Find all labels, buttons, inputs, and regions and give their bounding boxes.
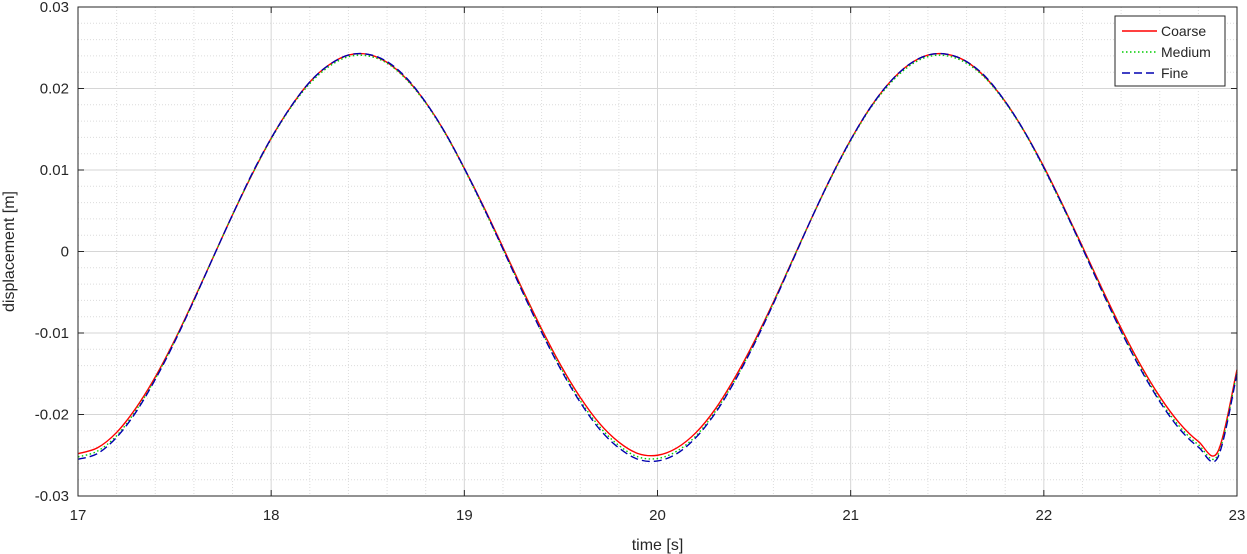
y-tick-label: -0.01 [35, 325, 69, 342]
x-tick-label: 22 [1035, 507, 1052, 524]
x-tick-label: 20 [649, 507, 666, 524]
y-tick-label: 0.01 [40, 162, 69, 179]
series-line-fine [77, 52, 1238, 463]
series-group [77, 52, 1238, 463]
x-tick-label: 17 [70, 507, 87, 524]
y-axis-ticks: -0.03 -0.02 -0.01 0 0.01 0.02 0.03 [35, 0, 1237, 505]
y-tick-label: -0.02 [35, 407, 69, 424]
legend-box [1114, 15, 1226, 87]
y-axis-label: displacement [m] [1, 191, 18, 312]
y-tick-label: 0 [61, 244, 69, 261]
legend-label-fine: Fine [1161, 65, 1188, 81]
x-axis-ticks: 17 18 19 20 21 22 23 [70, 7, 1246, 524]
y-tick-label: 0.02 [40, 81, 69, 98]
legend-label-coarse: Coarse [1161, 23, 1206, 39]
x-tick-label: 21 [842, 507, 859, 524]
legend: Coarse Medium Fine [1114, 15, 1226, 87]
x-tick-label: 19 [456, 507, 473, 524]
legend-label-medium: Medium [1161, 44, 1211, 60]
x-tick-label: 18 [263, 507, 280, 524]
x-tick-label: 23 [1229, 507, 1246, 524]
x-axis-label: time [s] [632, 537, 684, 554]
y-tick-label: -0.03 [35, 488, 69, 505]
y-tick-label: 0.03 [40, 0, 69, 16]
